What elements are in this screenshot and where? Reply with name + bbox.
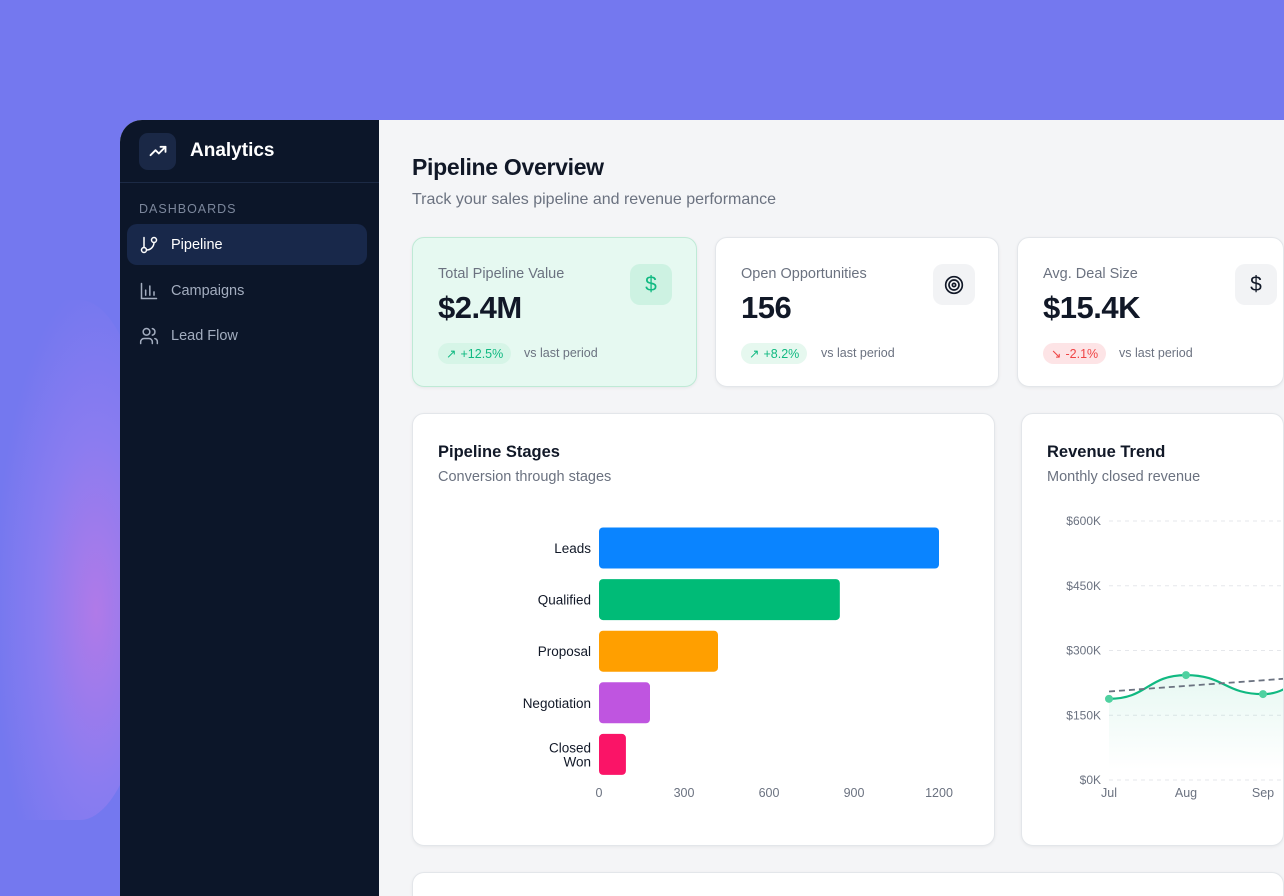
- kpi-label: Open Opportunities: [741, 266, 867, 282]
- page-subtitle: Track your sales pipeline and revenue pe…: [412, 191, 777, 208]
- bar-leads: [599, 527, 939, 569]
- plot-area: [1105, 671, 1283, 770]
- sidebar-item-pipeline[interactable]: Pipeline: [127, 224, 367, 265]
- y-tick-label: $600K: [1066, 514, 1101, 528]
- x-tick-label: Sep: [1252, 786, 1274, 800]
- pipeline-bar-chart: Leads Qualified Proposal Negotiation ClosedW…: [523, 527, 953, 800]
- bar-qualified: [599, 579, 840, 621]
- y-tick-label: $300K: [1066, 644, 1101, 658]
- chart-title: Revenue Trend: [1047, 443, 1166, 461]
- section-label: DASHBOARDS: [139, 202, 237, 216]
- kpi-card-avg-deal-size: Avg. Deal Size $15.4K $ ↘ -2.1% vs last p…: [1017, 237, 1284, 387]
- sidebar-item-lead-flow[interactable]: Lead Flow: [127, 315, 367, 356]
- change-badge: ↗ +8.2%: [741, 343, 808, 364]
- trend-down-icon: ↘: [1051, 347, 1062, 361]
- category-label: Leads: [554, 541, 591, 556]
- change-value: -2.1%: [1065, 346, 1099, 361]
- change-badge: ↘ -2.1%: [1043, 343, 1107, 364]
- bar-proposal: [599, 630, 718, 672]
- bar-negotiation: [599, 682, 650, 724]
- trending-up-icon: [139, 132, 176, 170]
- sidebar-item-label: Pipeline: [171, 236, 223, 253]
- kpi-value: $2.4M: [438, 290, 522, 325]
- change-value: +12.5%: [460, 346, 504, 361]
- compare-text: vs last period: [821, 346, 895, 360]
- chart-subtitle: Conversion through stages: [438, 469, 612, 485]
- git-branch-icon: [140, 236, 158, 253]
- x-tick-label: 0: [596, 786, 603, 800]
- target-icon: [933, 264, 975, 305]
- x-tick-label: 1200: [925, 786, 953, 800]
- main-content: Pipeline Overview Track your sales pipel…: [379, 120, 1284, 896]
- kpi-card-open-opportunities: Open Opportunities 156 ↗ +8.2% vs last pe…: [715, 237, 999, 387]
- sidebar-item-label: Lead Flow: [171, 327, 238, 344]
- change-badge: ↗ +12.5%: [438, 343, 512, 364]
- y-tick-label: $450K: [1066, 579, 1101, 593]
- brand-name: Analytics: [190, 140, 275, 161]
- bottom-card: [412, 872, 1284, 896]
- kpi-value: 156: [741, 290, 792, 325]
- kpi-label: Total Pipeline Value: [438, 266, 565, 282]
- users-icon: [139, 327, 159, 344]
- bar-closed-won: [599, 733, 626, 775]
- category-label: Negotiation: [523, 696, 591, 711]
- category-label: Won: [563, 754, 591, 769]
- app-window: Analytics DASHBOARDS Pipeline Campaigns …: [120, 120, 1284, 896]
- revenue-line-chart: $0K $150K $300K $450K $600K Jul Aug Sep: [1066, 514, 1283, 800]
- revenue-area: [1109, 675, 1283, 770]
- trend-up-icon: ↗: [446, 347, 457, 361]
- kpi-label: Avg. Deal Size: [1043, 266, 1138, 282]
- pipeline-stages-card: Pipeline Stages Conversion through stage…: [412, 413, 995, 846]
- x-tick-label: Aug: [1175, 786, 1197, 800]
- y-tick-label: $150K: [1066, 708, 1101, 722]
- dollar-icon: $: [1235, 264, 1277, 305]
- data-point-sep: [1259, 690, 1267, 699]
- dollar-icon: $: [630, 264, 672, 305]
- sidebar-item-campaigns[interactable]: Campaigns: [127, 270, 367, 311]
- kpi-card-total-pipeline: Total Pipeline Value $2.4M $ ↗ +12.5% vs …: [412, 237, 697, 387]
- x-tick-label: 600: [759, 786, 780, 800]
- revenue-line: [1108, 674, 1283, 700]
- chart-subtitle: Monthly closed revenue: [1047, 469, 1201, 485]
- sidebar-item-label: Campaigns: [171, 282, 245, 299]
- chart-title: Pipeline Stages: [438, 443, 560, 461]
- revenue-trend-card: Revenue Trend Monthly closed revenue $0K…: [1021, 413, 1284, 846]
- trend-line: [1108, 677, 1283, 693]
- x-tick-label: 900: [844, 786, 865, 800]
- change-value: +8.2%: [763, 346, 800, 361]
- y-tick-label: $0K: [1080, 773, 1101, 787]
- compare-text: vs last period: [1119, 346, 1193, 360]
- category-label: Closed: [549, 740, 591, 755]
- brand: Analytics: [120, 120, 379, 183]
- kpi-value: $15.4K: [1043, 290, 1140, 325]
- data-point-jul: [1105, 694, 1113, 703]
- x-tick-label: 300: [674, 786, 695, 800]
- bar-chart-icon: [140, 282, 158, 299]
- page-title: Pipeline Overview: [412, 154, 604, 180]
- category-label: Proposal: [538, 644, 591, 659]
- x-tick-label: Jul: [1101, 786, 1117, 800]
- compare-text: vs last period: [524, 346, 598, 360]
- trend-up-icon: ↗: [749, 347, 760, 361]
- category-label: Qualified: [538, 593, 591, 608]
- sidebar: Analytics DASHBOARDS Pipeline Campaigns …: [120, 120, 379, 896]
- data-point-aug: [1182, 671, 1190, 680]
